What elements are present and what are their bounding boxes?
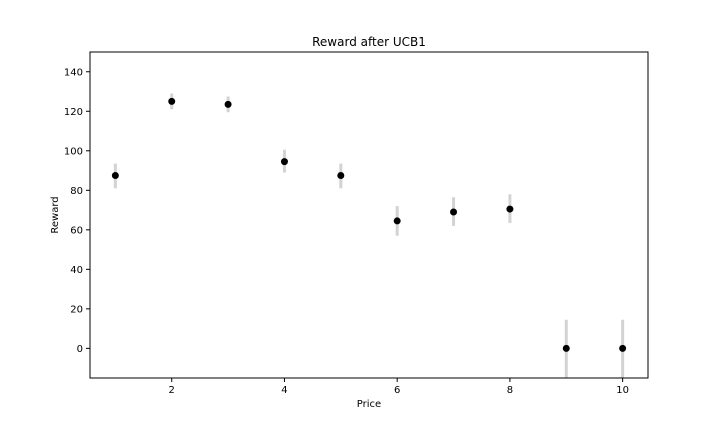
x-tick-label: 8 xyxy=(507,385,513,396)
data-point xyxy=(168,97,176,105)
y-tick-label: 0 xyxy=(77,344,83,355)
y-tick-label: 120 xyxy=(64,107,83,118)
data-point xyxy=(506,205,514,213)
data-point xyxy=(111,171,119,179)
y-tick-label: 40 xyxy=(70,265,83,276)
x-tick-label: 6 xyxy=(394,385,400,396)
x-tick-label: 10 xyxy=(616,385,629,396)
data-point xyxy=(619,344,627,352)
x-axis-label: Price xyxy=(357,399,381,410)
data-point xyxy=(337,171,345,179)
x-axis-ticks: 2 4 6 8 10 xyxy=(169,378,629,396)
chart-title: Reward after UCB1 xyxy=(312,35,426,49)
y-tick-label: 20 xyxy=(70,304,83,315)
y-axis-label: Reward xyxy=(50,196,61,233)
y-tick-label: 140 xyxy=(64,67,83,78)
plot-area-frame xyxy=(89,51,649,379)
data-point xyxy=(450,208,458,216)
point-layer xyxy=(111,97,627,352)
x-tick-label: 4 xyxy=(281,385,287,396)
x-tick-label: 2 xyxy=(169,385,175,396)
y-tick-label: 80 xyxy=(70,186,83,197)
data-point xyxy=(280,158,288,166)
data-point xyxy=(393,217,401,225)
errorbar-layer xyxy=(113,93,625,378)
data-point xyxy=(562,344,570,352)
y-axis-ticks: 0 20 40 60 80 100 120 140 xyxy=(64,67,90,355)
y-tick-label: 60 xyxy=(70,225,83,236)
data-point xyxy=(224,100,232,108)
y-tick-label: 100 xyxy=(64,146,83,157)
